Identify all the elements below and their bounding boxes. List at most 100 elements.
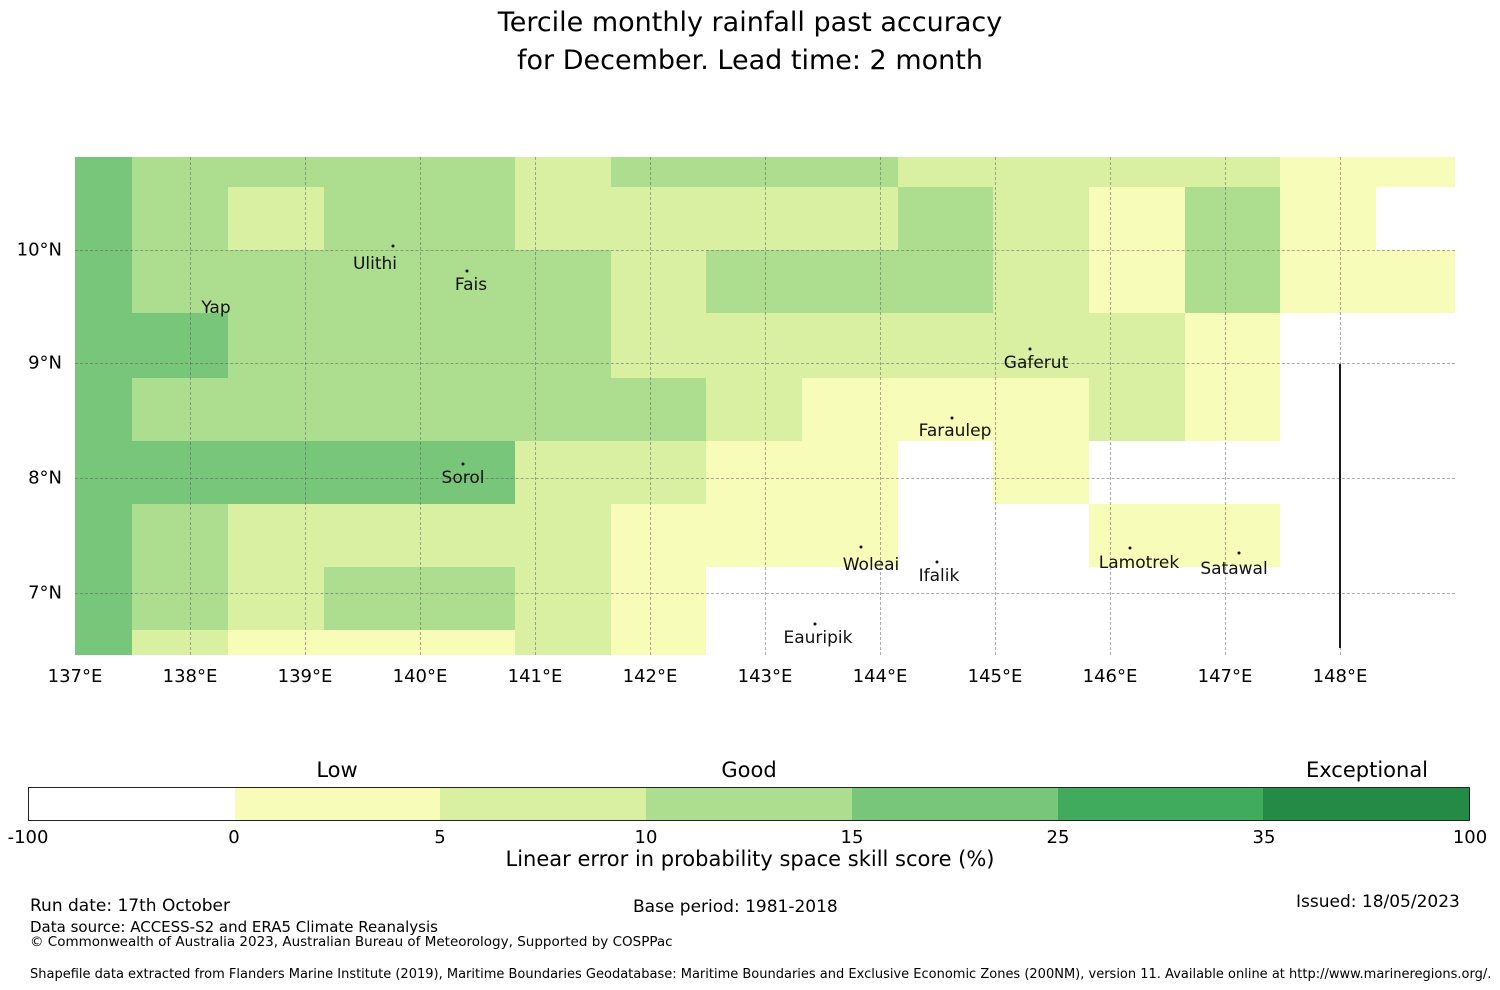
island-label-lamotrek: Lamotrek bbox=[1098, 553, 1180, 573]
y-tick-label: 9°N bbox=[28, 352, 62, 374]
grid-cell bbox=[1280, 378, 1376, 441]
grid-cell bbox=[1089, 187, 1185, 250]
x-tick-label: 139°E bbox=[277, 666, 333, 687]
grid-cell bbox=[1185, 504, 1280, 567]
island-label-ulithi: Ulithi bbox=[352, 254, 398, 274]
grid-cell bbox=[611, 157, 706, 187]
colorbar-segment bbox=[234, 788, 441, 820]
grid-cell bbox=[611, 313, 706, 378]
grid-cell bbox=[515, 187, 611, 250]
grid-cell bbox=[1280, 250, 1376, 313]
grid-cell bbox=[324, 378, 419, 441]
grid-cell bbox=[228, 313, 324, 378]
grid-cell bbox=[706, 250, 802, 313]
colorbar-segment bbox=[1263, 788, 1470, 820]
grid-cell bbox=[419, 378, 515, 441]
colorbar-segment bbox=[29, 788, 235, 820]
grid-cell bbox=[1089, 250, 1185, 313]
grid-cell bbox=[132, 504, 228, 567]
grid-cell bbox=[1089, 504, 1185, 567]
grid-cell bbox=[706, 157, 802, 187]
colorbar-tick-label: 15 bbox=[840, 827, 864, 848]
grid-cell bbox=[75, 630, 132, 655]
map-plot: Yap Ulithi Fais Sorol Gaferut Faraulep Woleai I… bbox=[75, 157, 1455, 655]
island-dot bbox=[1028, 347, 1032, 351]
island-label-yap: Yap bbox=[201, 298, 231, 318]
grid-cell bbox=[515, 313, 611, 378]
grid-cell bbox=[132, 313, 228, 378]
island-label-faraulep: Faraulep bbox=[918, 421, 992, 441]
grid-cell bbox=[1376, 567, 1455, 630]
x-tick-label: 148°E bbox=[1312, 666, 1368, 687]
latitude-gridline bbox=[75, 593, 1455, 594]
grid-cell bbox=[1280, 630, 1376, 655]
grid-cell bbox=[611, 630, 706, 655]
x-tick-label: 143°E bbox=[737, 666, 793, 687]
colorbar-segment bbox=[851, 788, 1058, 820]
grid-cell bbox=[75, 313, 132, 378]
grid-cell bbox=[75, 567, 132, 630]
grid-cell bbox=[419, 630, 515, 655]
x-tick-label: 145°E bbox=[967, 666, 1023, 687]
colorbar-tick-label: 35 bbox=[1252, 827, 1276, 848]
grid-cell bbox=[132, 157, 228, 187]
grid-cell bbox=[611, 567, 706, 630]
x-tick-label: 144°E bbox=[852, 666, 908, 687]
grid-cell bbox=[1280, 157, 1376, 187]
latitude-gridline bbox=[75, 250, 1455, 251]
grid-cell bbox=[1089, 567, 1185, 630]
grid-cell bbox=[706, 630, 802, 655]
grid-cell bbox=[898, 157, 993, 187]
colorbar-segment bbox=[440, 788, 647, 820]
grid-cell bbox=[898, 378, 993, 441]
colorbar-range-label: Good bbox=[721, 758, 777, 782]
grid-cell bbox=[802, 157, 898, 187]
grid-cell bbox=[228, 441, 324, 504]
island-label-satawal: Satawal bbox=[1200, 559, 1268, 579]
chart-title-line2: for December. Lead time: 2 month bbox=[517, 45, 983, 76]
grid-cell bbox=[132, 187, 228, 250]
longitude-gridline bbox=[995, 157, 996, 655]
longitude-gridline bbox=[305, 157, 306, 655]
grid-cell bbox=[515, 378, 611, 441]
grid-cell bbox=[515, 567, 611, 630]
grid-cell bbox=[1185, 313, 1280, 378]
colorbar-tick-label: 25 bbox=[1046, 827, 1070, 848]
colorbar-range-label: Low bbox=[316, 758, 358, 782]
latitude-gridline bbox=[75, 478, 1455, 479]
grid-cell bbox=[515, 630, 611, 655]
grid-cell bbox=[228, 157, 324, 187]
data-source-text: Data source: ACCESS-S2 and ERA5 Climate … bbox=[30, 918, 438, 936]
grid-cell bbox=[802, 378, 898, 441]
grid-cell bbox=[324, 630, 419, 655]
y-tick-label: 10°N bbox=[16, 239, 62, 261]
grid-cell bbox=[993, 187, 1089, 250]
grid-cell bbox=[1185, 157, 1280, 187]
colorbar-range-label: Exceptional bbox=[1305, 758, 1429, 782]
colorbar-caption: Linear error in probability space skill … bbox=[505, 847, 995, 871]
x-tick-label: 138°E bbox=[162, 666, 218, 687]
grid-cell bbox=[228, 504, 324, 567]
longitude-gridline bbox=[1225, 157, 1226, 655]
grid-cell bbox=[515, 504, 611, 567]
grid-cell bbox=[324, 567, 419, 630]
grid-cell bbox=[419, 313, 515, 378]
grid-cell bbox=[802, 441, 898, 504]
grid-cell bbox=[898, 567, 993, 630]
grid-cell bbox=[802, 187, 898, 250]
grid-cell bbox=[1185, 441, 1280, 504]
grid-cell bbox=[228, 250, 324, 313]
x-tick-label: 146°E bbox=[1082, 666, 1138, 687]
colorbar-tick-label: 100 bbox=[1452, 827, 1488, 848]
grid-cell bbox=[611, 378, 706, 441]
grid-cell bbox=[75, 504, 132, 567]
grid-cell bbox=[898, 250, 993, 313]
island-label-sorol: Sorol bbox=[441, 468, 485, 488]
grid-cell bbox=[611, 250, 706, 313]
grid-cell bbox=[706, 441, 802, 504]
grid-cell bbox=[1185, 567, 1280, 630]
grid-cell bbox=[898, 504, 993, 567]
grid-cell bbox=[324, 504, 419, 567]
grid-cell bbox=[515, 250, 611, 313]
grid-cell bbox=[898, 187, 993, 250]
